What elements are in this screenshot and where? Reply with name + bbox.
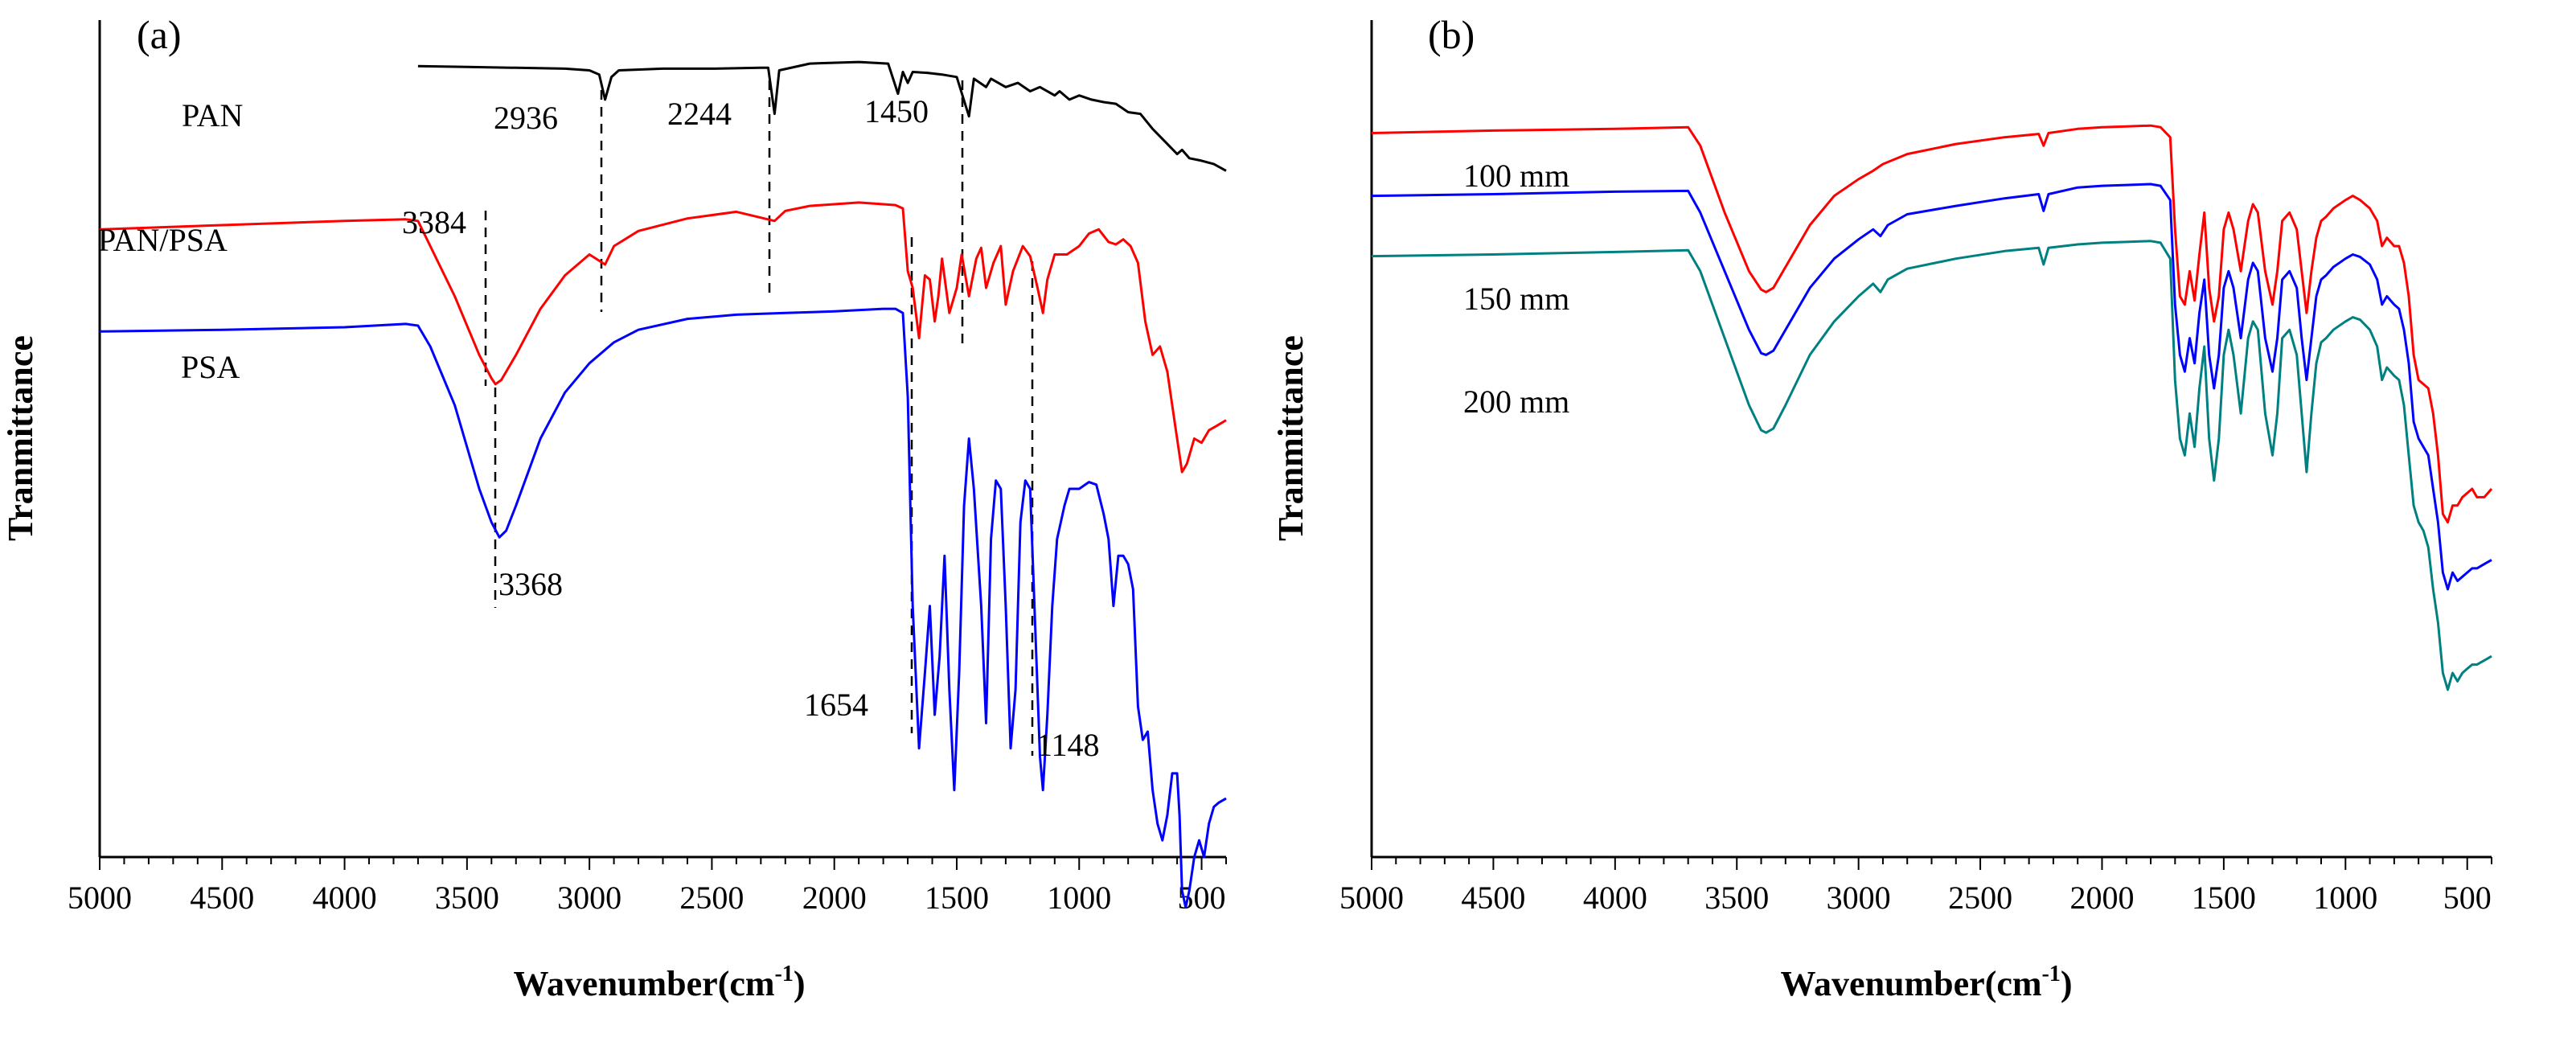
panel-b-x-axis-title: Wavenumber(cm-1) (1780, 962, 2072, 1003)
panel-a-x-title-sup: -1 (775, 962, 794, 987)
panel-a-tick-label: 2000 (802, 880, 867, 916)
series-line-100-mm (1371, 124, 2493, 524)
panel-a-tick-label: 500 (1178, 880, 1226, 916)
series-line-psa (99, 307, 1227, 909)
series-line-pan-psa (99, 201, 1227, 474)
panel-a-tick-label: 1500 (925, 880, 989, 916)
panel-b-series (1371, 124, 2493, 691)
series-label-pan-psa: PAN/PSA (98, 222, 228, 258)
series-label-psa: PSA (181, 349, 240, 385)
panel-a-tick-label: 5000 (68, 880, 132, 916)
panel-a-tick-label: 4000 (313, 880, 377, 916)
panel-a-x-axis-title: Wavenumber(cm-1) (513, 962, 805, 1003)
panel-a-label: (a) (137, 12, 182, 57)
panel-b-tick-label: 2500 (1948, 880, 2012, 916)
annot-1450: 1450 (864, 93, 929, 129)
panel-b-tick-label: 1500 (2192, 880, 2256, 916)
panel-b-tick-label: 4000 (1583, 880, 1647, 916)
panel-a: (a) 5000 4500 4000 3500 3000 2500 2000 1500 1000… (1, 12, 1227, 1003)
series-line-200-mm (1371, 240, 2492, 691)
panel-b-x-title-close: ) (2061, 964, 2073, 1003)
panel-b: (b) 5000 4500 4000 3500 3000 2500 2000 1500 1000… (1271, 12, 2493, 1003)
series-line-150-mm (1371, 183, 2492, 591)
panel-b-tick-label: 5000 (1339, 880, 1404, 916)
panel-b-x-ticks: 5000 4500 4000 3500 3000 2500 2000 1500 1000 500 (1339, 857, 2492, 916)
annot-3384: 3384 (402, 204, 466, 240)
panel-a-y-axis-title: Tranmittance (1, 335, 40, 541)
panel-b-y-axis-title: Tranmittance (1271, 335, 1311, 541)
panel-b-x-title-sup: -1 (2042, 962, 2061, 987)
panel-b-tick-label: 2000 (2069, 880, 2134, 916)
series-label-200mm: 200 mm (1463, 384, 1569, 420)
panel-b-tick-label: 4500 (1461, 880, 1525, 916)
panel-a-x-title-close: ) (794, 964, 806, 1003)
panel-a-tick-label: 3000 (557, 880, 621, 916)
annot-3368: 3368 (498, 566, 563, 602)
panel-b-tick-label: 3000 (1827, 880, 1891, 916)
annot-2936: 2936 (494, 100, 558, 136)
annot-1148: 1148 (1036, 727, 1100, 763)
panel-a-x-title-main: Wavenumber(cm (513, 964, 774, 1003)
panel-a-series (99, 60, 1227, 909)
series-label-150mm: 150 mm (1463, 281, 1569, 317)
panel-b-label: (b) (1428, 12, 1475, 57)
panel-b-tick-label: 500 (2443, 880, 2492, 916)
series-line-pan (417, 60, 1227, 172)
panel-a-peak-lines (484, 80, 1034, 756)
panel-b-x-title-main: Wavenumber(cm (1780, 964, 2041, 1003)
panel-a-tick-label: 1000 (1047, 880, 1111, 916)
panel-b-tick-label: 1000 (2313, 880, 2377, 916)
series-label-pan: PAN (182, 97, 243, 133)
panel-a-tick-label: 2500 (679, 880, 744, 916)
series-label-100mm: 100 mm (1463, 158, 1569, 194)
annot-2244: 2244 (667, 96, 732, 132)
panel-a-tick-label: 3500 (435, 880, 499, 916)
panel-b-tick-label: 3500 (1704, 880, 1769, 916)
annot-1654: 1654 (804, 687, 868, 723)
panel-a-x-ticks: 5000 4500 4000 3500 3000 2500 2000 1500 1000 500 (68, 857, 1227, 916)
panel-a-tick-label: 4500 (190, 880, 254, 916)
